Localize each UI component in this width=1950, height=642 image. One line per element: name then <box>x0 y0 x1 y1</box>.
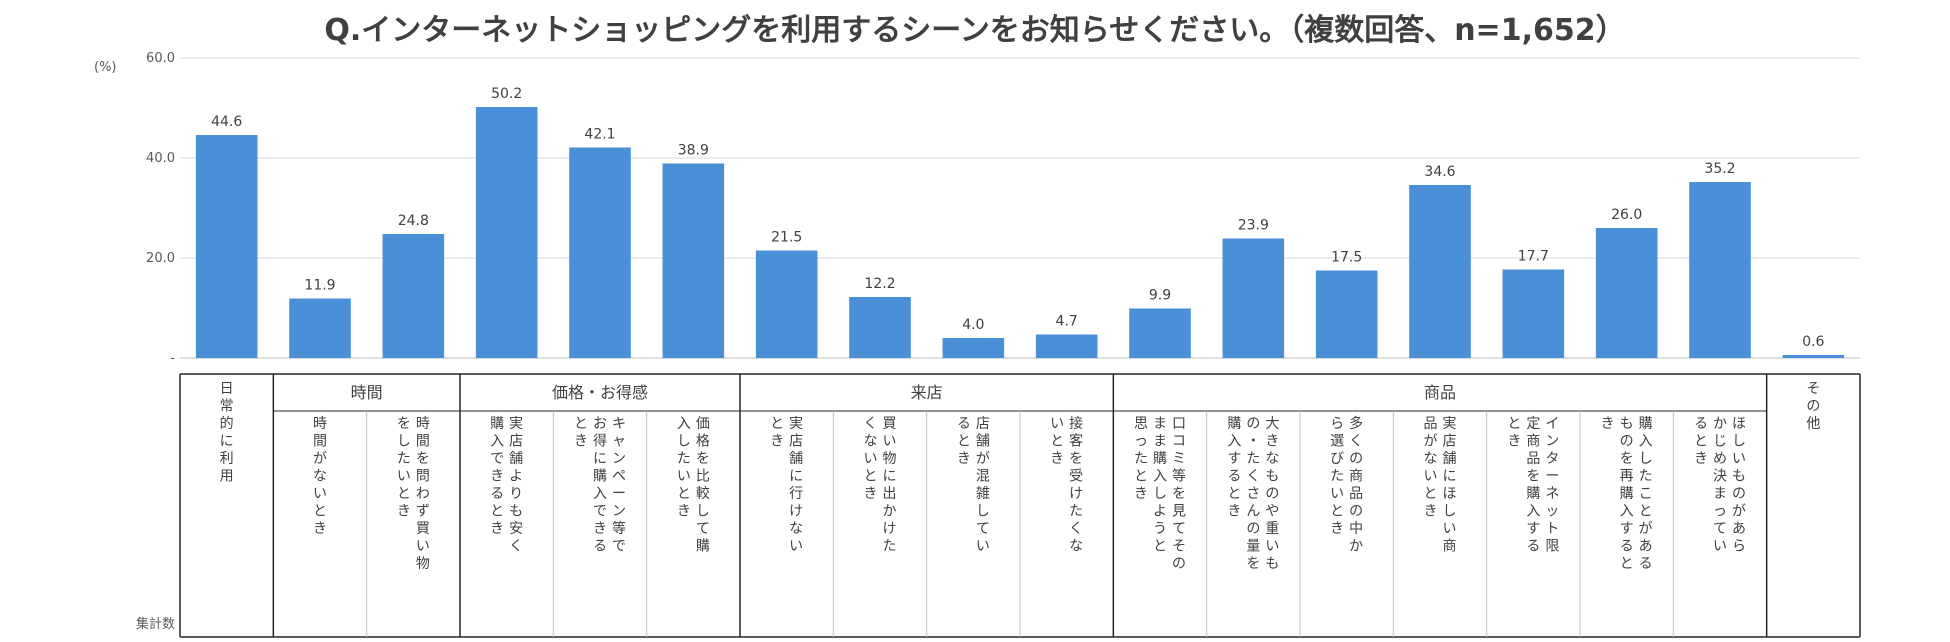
data-label: 17.7 <box>1518 249 1549 265</box>
bar <box>1595 228 1658 358</box>
group-label: 商品 <box>1424 383 1456 402</box>
category-label: るとき <box>1694 416 1708 467</box>
category-label: ものを再購入すると <box>1620 416 1634 572</box>
data-label: 17.5 <box>1331 250 1362 266</box>
category-label: 口コミ等を見てその <box>1172 416 1186 572</box>
category-label: 接客を受けたくな <box>1069 415 1083 555</box>
category-label: 多くの商品の中か <box>1349 415 1363 555</box>
group-label: 価格・お得感 <box>552 383 648 402</box>
data-label: 23.9 <box>1238 218 1269 234</box>
category-label: 実店舗にほしい商 <box>1443 416 1457 555</box>
table-row-label: 集計数 <box>136 616 175 632</box>
category-label: インターネット限 <box>1545 416 1559 555</box>
bar <box>849 297 911 358</box>
category-label: 時間がないとき <box>313 416 327 537</box>
category-label: 思ったとき <box>1134 416 1148 502</box>
category-label: 実店舗よりも安く <box>509 416 523 555</box>
category-label: 購入したことがある <box>1639 416 1653 572</box>
y-tick-label: 20.0 <box>146 251 175 266</box>
category-label: 時間を問わず買い物 <box>416 416 430 572</box>
group-label: 時間 <box>351 383 383 402</box>
data-label: 38.9 <box>678 143 709 159</box>
bar <box>382 234 445 358</box>
category-label: 買い物に出かけた <box>883 416 897 555</box>
category-label: 店舗が混雑してい <box>976 416 990 555</box>
data-label: 21.5 <box>771 230 802 246</box>
category-label: 日常的に利用 <box>220 381 234 485</box>
category-label: 実店舗に行けない <box>789 416 803 555</box>
group-label: 来店 <box>911 383 943 402</box>
category-label: くないとき <box>864 416 878 502</box>
data-label: 11.9 <box>304 278 335 294</box>
category-label: とき <box>574 416 588 450</box>
bar <box>1222 238 1285 358</box>
category-label: いとき <box>1050 416 1064 467</box>
y-axis-ticks: - 20.0 40.0 60.0 <box>146 51 175 366</box>
category-label: 購入できるとき <box>490 416 504 537</box>
category-label: ら選びたいとき <box>1330 416 1344 537</box>
value-labels: 44.6 11.9 24.8 50.2 42.1 38.9 21.5 12.2 4.0 4.7 9.… <box>211 86 1824 350</box>
bar <box>289 298 351 358</box>
data-label: 24.8 <box>398 213 429 229</box>
category-label: 大きなものや重いも <box>1265 416 1279 572</box>
category-label: とき <box>770 416 784 450</box>
bar <box>1315 270 1378 358</box>
data-label: 0.6 <box>1802 334 1824 350</box>
category-label: ほしいものがあら <box>1732 416 1746 555</box>
bar <box>755 250 818 358</box>
bar <box>1129 308 1191 358</box>
category-label: お得に購入できる <box>593 416 607 555</box>
category-label: とき <box>1507 416 1521 450</box>
bar <box>942 338 1005 358</box>
data-label: 26.0 <box>1611 207 1642 223</box>
y-axis-unit: (%) <box>94 60 117 75</box>
y-tick-label: - <box>170 351 175 366</box>
data-label: 42.1 <box>584 127 615 143</box>
category-label: の・たくさんの量を <box>1246 416 1260 572</box>
bar <box>662 163 725 358</box>
bar <box>1502 269 1565 358</box>
category-label: 価格を比較して購 <box>696 416 710 555</box>
category-label: るとき <box>957 416 971 467</box>
y-tick-label: 40.0 <box>146 151 175 166</box>
bars <box>195 107 1845 358</box>
data-label: 35.2 <box>1704 161 1735 177</box>
category-label: キャンペーン等で <box>612 416 626 555</box>
bar <box>1409 185 1471 358</box>
grid-lines <box>180 57 1860 359</box>
category-label: 品がないとき <box>1424 416 1438 520</box>
data-label: 12.2 <box>864 276 895 292</box>
category-table: 時間 価格・お得感 来店 商品 日常的に利用 時間がないとき 時間を問わず買い物をしたいとき… <box>179 373 1861 638</box>
bar <box>475 107 538 358</box>
bar <box>195 135 258 358</box>
bar <box>569 147 631 358</box>
data-label: 34.6 <box>1424 164 1455 180</box>
data-label: 50.2 <box>491 86 522 102</box>
bar <box>1689 182 1751 358</box>
data-label: 4.0 <box>962 317 984 333</box>
category-label: その他 <box>1806 381 1820 432</box>
y-tick-label: 60.0 <box>146 51 175 66</box>
chart-title: Q.インターネットショッピングを利用するシーンをお知らせください。（複数回答、n… <box>324 13 1625 48</box>
category-label: 入したいとき <box>677 416 691 520</box>
category-label: 定商品を購入する <box>1526 416 1540 555</box>
category-label: をしたいとき <box>397 416 411 520</box>
bar <box>1782 355 1845 358</box>
data-label: 9.9 <box>1149 288 1171 304</box>
category-label: かじめ決まってい <box>1713 416 1727 555</box>
data-label: 4.7 <box>1056 314 1078 330</box>
category-label: 購入するとき <box>1227 416 1241 520</box>
bar <box>1035 334 1098 358</box>
category-label: き <box>1601 416 1615 432</box>
category-label: まま購入しようと <box>1153 416 1167 555</box>
data-label: 44.6 <box>211 114 242 130</box>
